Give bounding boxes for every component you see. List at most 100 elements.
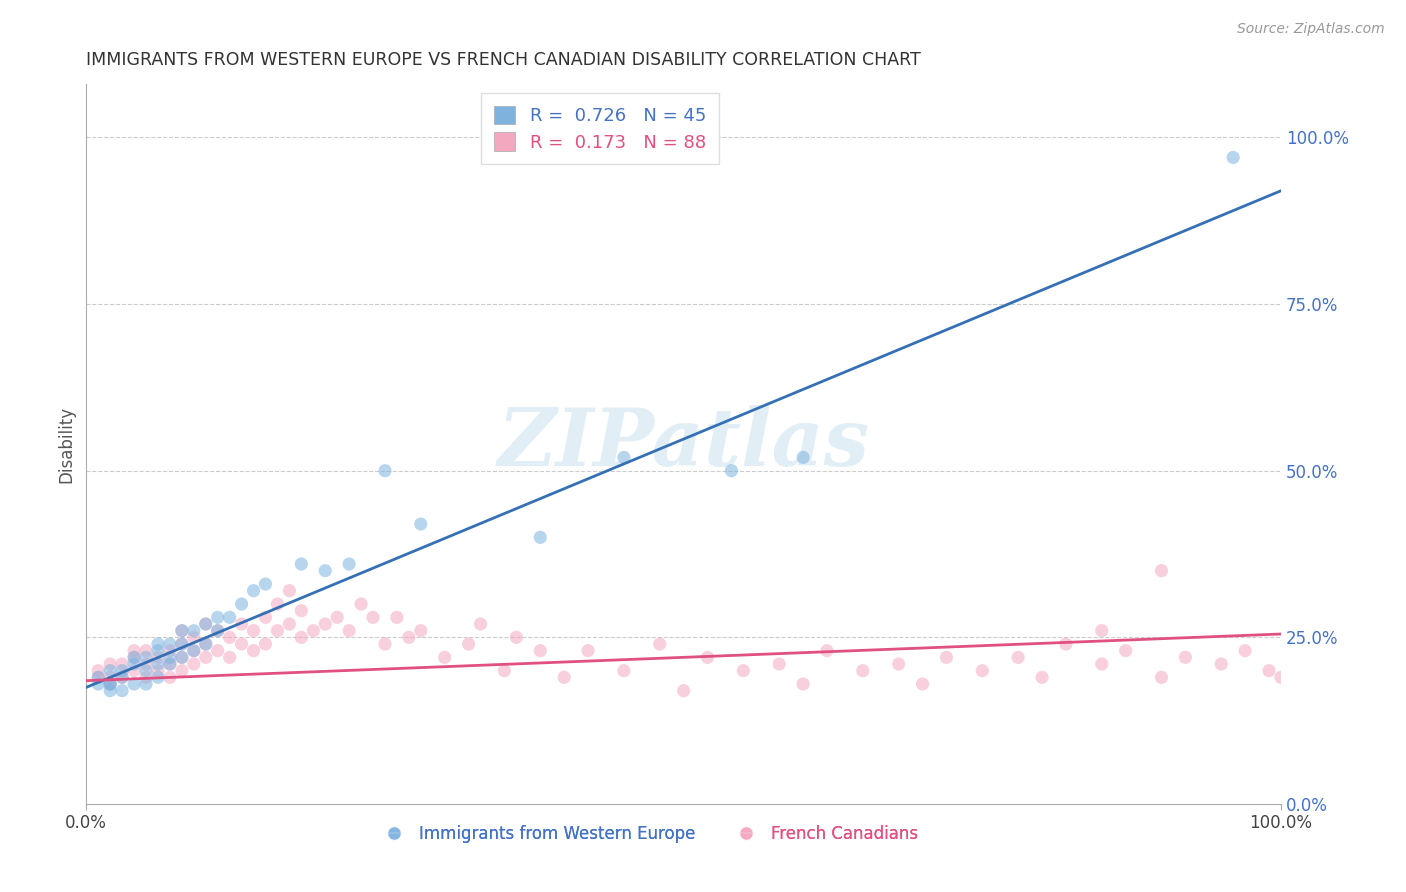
Point — [159, 650, 181, 665]
Point — [218, 610, 240, 624]
Point — [290, 631, 312, 645]
Point — [111, 657, 134, 671]
Point — [98, 683, 121, 698]
Point — [87, 677, 110, 691]
Text: IMMIGRANTS FROM WESTERN EUROPE VS FRENCH CANADIAN DISABILITY CORRELATION CHART: IMMIGRANTS FROM WESTERN EUROPE VS FRENCH… — [86, 51, 921, 69]
Point — [98, 677, 121, 691]
Point — [505, 631, 527, 645]
Point — [696, 650, 718, 665]
Point — [135, 670, 157, 684]
Point — [1211, 657, 1233, 671]
Point — [218, 650, 240, 665]
Point — [529, 643, 551, 657]
Point — [314, 564, 336, 578]
Text: Source: ZipAtlas.com: Source: ZipAtlas.com — [1237, 22, 1385, 37]
Point — [815, 643, 838, 657]
Point — [135, 650, 157, 665]
Point — [326, 610, 349, 624]
Point — [111, 664, 134, 678]
Point — [1222, 151, 1244, 165]
Point — [470, 617, 492, 632]
Point — [529, 530, 551, 544]
Point — [1150, 670, 1173, 684]
Legend: Immigrants from Western Europe, French Canadians: Immigrants from Western Europe, French C… — [371, 818, 925, 850]
Point — [111, 670, 134, 684]
Point — [852, 664, 875, 678]
Point — [98, 664, 121, 678]
Point — [111, 670, 134, 684]
Point — [553, 670, 575, 684]
Point — [374, 637, 396, 651]
Point — [1115, 643, 1137, 657]
Point — [242, 643, 264, 657]
Point — [183, 624, 205, 638]
Point — [87, 670, 110, 684]
Point — [183, 643, 205, 657]
Point — [302, 624, 325, 638]
Point — [374, 464, 396, 478]
Point — [266, 597, 288, 611]
Point — [254, 637, 277, 651]
Point — [159, 657, 181, 671]
Point — [135, 677, 157, 691]
Point — [183, 657, 205, 671]
Point — [170, 637, 193, 651]
Point — [207, 643, 229, 657]
Point — [494, 664, 516, 678]
Point — [266, 624, 288, 638]
Point — [207, 610, 229, 624]
Point — [183, 643, 205, 657]
Point — [146, 637, 169, 651]
Point — [122, 650, 145, 665]
Point — [672, 683, 695, 698]
Point — [231, 597, 253, 611]
Point — [385, 610, 408, 624]
Point — [194, 617, 217, 632]
Point — [1174, 650, 1197, 665]
Point — [122, 650, 145, 665]
Point — [911, 677, 934, 691]
Point — [972, 664, 994, 678]
Point — [337, 557, 360, 571]
Point — [576, 643, 599, 657]
Point — [135, 657, 157, 671]
Point — [87, 664, 110, 678]
Point — [170, 650, 193, 665]
Point — [98, 677, 121, 691]
Point — [183, 631, 205, 645]
Point — [1258, 664, 1281, 678]
Point — [87, 670, 110, 684]
Point — [194, 617, 217, 632]
Point — [1007, 650, 1029, 665]
Point — [194, 637, 217, 651]
Point — [1270, 670, 1292, 684]
Point — [278, 617, 301, 632]
Point — [135, 664, 157, 678]
Point — [1054, 637, 1077, 651]
Point — [170, 624, 193, 638]
Point — [278, 583, 301, 598]
Point — [242, 583, 264, 598]
Point — [242, 624, 264, 638]
Point — [146, 657, 169, 671]
Point — [98, 677, 121, 691]
Point — [170, 650, 193, 665]
Point — [111, 683, 134, 698]
Point — [122, 664, 145, 678]
Point — [337, 624, 360, 638]
Point — [254, 577, 277, 591]
Point — [146, 664, 169, 678]
Point — [122, 643, 145, 657]
Y-axis label: Disability: Disability — [58, 406, 75, 483]
Point — [159, 643, 181, 657]
Point — [409, 624, 432, 638]
Point — [1031, 670, 1053, 684]
Point — [194, 637, 217, 651]
Point — [1234, 643, 1257, 657]
Point — [648, 637, 671, 651]
Point — [231, 637, 253, 651]
Text: ZIPatlas: ZIPatlas — [498, 405, 870, 483]
Point — [122, 677, 145, 691]
Point — [159, 670, 181, 684]
Point — [792, 677, 814, 691]
